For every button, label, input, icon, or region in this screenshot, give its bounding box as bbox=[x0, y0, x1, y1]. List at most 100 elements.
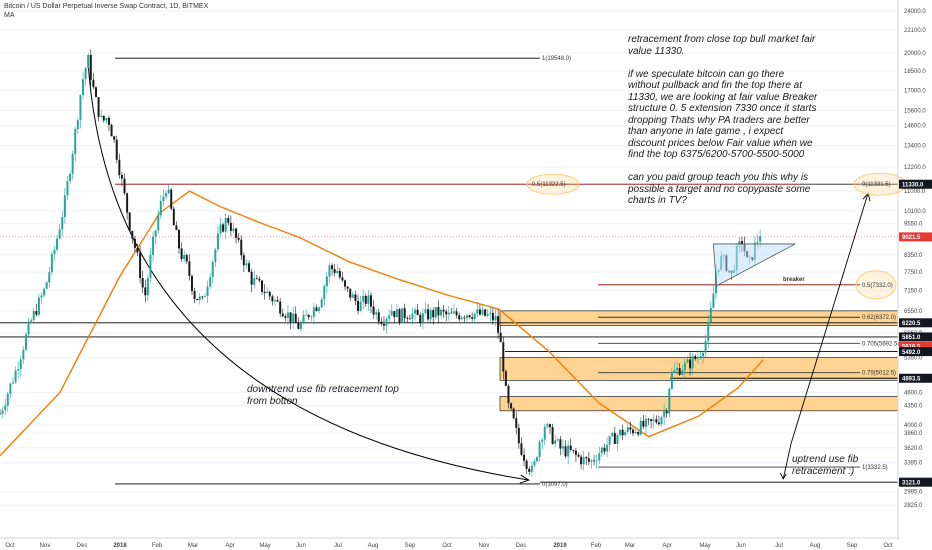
candle-body bbox=[297, 322, 300, 329]
time-tick-label: Feb bbox=[152, 543, 163, 549]
candle-body bbox=[19, 359, 22, 369]
fib-level-label: 0.5(11322.5) bbox=[532, 182, 566, 188]
candle-body bbox=[126, 193, 129, 213]
candle-body bbox=[619, 429, 622, 436]
price-tick-label: 6550.0 bbox=[904, 309, 923, 315]
candle-body bbox=[250, 271, 253, 285]
candle-body bbox=[367, 295, 370, 304]
candle-body bbox=[372, 306, 375, 315]
time-tick-label: Jul bbox=[334, 543, 342, 549]
downtrend-annotation: downtrend use fib retracement top from b… bbox=[247, 384, 399, 407]
candle-body bbox=[203, 296, 206, 297]
candle-body bbox=[325, 276, 328, 287]
candle-body bbox=[120, 175, 123, 179]
level-lines bbox=[0, 57, 898, 485]
candle-body bbox=[660, 417, 663, 425]
candle-body bbox=[94, 87, 97, 98]
candle-body bbox=[650, 419, 653, 421]
candle-body bbox=[603, 447, 606, 452]
candle-body bbox=[585, 457, 588, 459]
candle-body bbox=[491, 312, 494, 321]
candle-body bbox=[214, 249, 217, 262]
price-tick-label: 2825.0 bbox=[904, 503, 923, 509]
candle-body bbox=[27, 321, 30, 335]
candle-body bbox=[512, 408, 515, 419]
candle-body bbox=[240, 239, 243, 256]
candle-body bbox=[564, 446, 567, 457]
candle-body bbox=[670, 372, 673, 389]
time-tick-label: Mar bbox=[625, 543, 635, 549]
price-tag bbox=[899, 477, 932, 487]
candle-body bbox=[572, 449, 575, 451]
price-tick-label: 11000.0 bbox=[904, 189, 926, 195]
price-tick-label: 10100.0 bbox=[904, 209, 926, 215]
candle-body bbox=[45, 282, 48, 289]
price-tick-label: 5350.0 bbox=[904, 356, 923, 362]
candle-body bbox=[245, 263, 248, 266]
candle-body bbox=[144, 287, 147, 296]
candle-body bbox=[307, 314, 310, 318]
candle-body bbox=[333, 269, 336, 273]
price-tick-label: 4600.0 bbox=[904, 391, 923, 397]
candle-body bbox=[696, 357, 699, 359]
candle-body bbox=[411, 313, 414, 319]
indicator-label[interactable]: MA bbox=[4, 12, 15, 19]
downtrend-arrowhead bbox=[519, 474, 530, 484]
price-tick-label: 20000.0 bbox=[904, 51, 926, 57]
candle-body bbox=[328, 265, 331, 277]
candle-body bbox=[541, 439, 544, 442]
candle-body bbox=[139, 252, 142, 278]
price-axis[interactable]: 24000.0 22100.0 20000.0 18500.0 17000.0 15600… bbox=[897, 0, 932, 540]
candle-body bbox=[118, 159, 121, 176]
candle-body bbox=[22, 349, 25, 360]
time-axis[interactable]: Oct Nov Dec 2018 Feb Mar Apr May Jun Jul Aug Sep Oct… bbox=[0, 537, 898, 549]
candle-body bbox=[707, 321, 710, 341]
candle-body bbox=[478, 309, 481, 315]
candle-body bbox=[69, 173, 72, 182]
candle-body bbox=[548, 424, 551, 428]
level-labels: 1(19548.0) 0.5(11322.5) 0(3097.0) 0(11331.5… bbox=[532, 56, 899, 488]
time-tick-label: Jun bbox=[296, 543, 306, 549]
orange-zone bbox=[499, 396, 899, 412]
candle-body bbox=[0, 413, 1, 415]
time-tick-label: Jun bbox=[736, 543, 746, 549]
price-tick-label: 2995.0 bbox=[904, 490, 923, 496]
candle-body bbox=[419, 314, 422, 323]
candle-body bbox=[507, 385, 510, 404]
candle-body bbox=[398, 309, 401, 323]
candle-body bbox=[709, 307, 712, 322]
candle-body bbox=[624, 431, 627, 436]
candle-body bbox=[351, 294, 354, 298]
candle-body bbox=[460, 317, 463, 320]
price-tag bbox=[899, 341, 932, 351]
candle-body bbox=[530, 465, 533, 472]
candle-body bbox=[131, 230, 134, 239]
time-tick-label: Feb bbox=[591, 543, 602, 549]
candle-body bbox=[162, 196, 165, 202]
candle-body bbox=[452, 311, 455, 314]
fib-level-label: 0.79(5012.5) bbox=[862, 371, 896, 377]
fib-level-label: 1(19548.0) bbox=[542, 56, 571, 62]
candle-body bbox=[494, 316, 497, 321]
candle-body bbox=[543, 426, 546, 440]
candle-body bbox=[279, 301, 282, 314]
candle-body bbox=[289, 312, 292, 323]
candle-body bbox=[58, 229, 61, 239]
candle-body bbox=[17, 368, 20, 371]
candle-body bbox=[14, 370, 17, 383]
trend-curves bbox=[87, 58, 871, 484]
candle-body bbox=[82, 79, 85, 95]
candle-body bbox=[248, 263, 251, 272]
candle-body bbox=[1, 410, 4, 414]
symbol-title[interactable]: Bitcoin / US Dollar Perpetual Inverse Sw… bbox=[4, 3, 209, 10]
candle-body bbox=[344, 280, 347, 287]
price-tag bbox=[899, 232, 932, 242]
candle-body bbox=[154, 230, 157, 237]
price-tick-label: 7150.0 bbox=[904, 289, 923, 295]
price-tick-label: 14600.0 bbox=[904, 124, 926, 130]
candle-body bbox=[694, 356, 697, 359]
candle-body bbox=[63, 195, 66, 218]
candle-body bbox=[569, 445, 572, 450]
price-tag bbox=[899, 347, 932, 357]
